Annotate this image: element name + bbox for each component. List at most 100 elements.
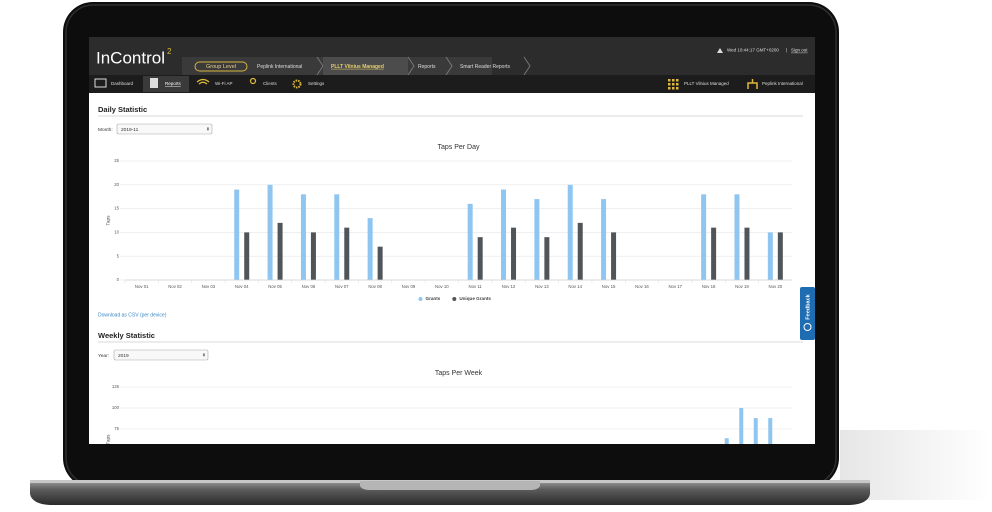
breadcrumb[interactable]: Smart Reader Reports (460, 64, 511, 70)
bar (601, 199, 607, 280)
org-icon (747, 79, 758, 89)
y-tick-label: 125 (112, 384, 120, 389)
charts: Taps Per Day Taps 0 5 10 15 20 25 Nov 01 Nov 02 No… (105, 144, 792, 444)
screen: InControl 2 Group Level Peplink Internat… (89, 37, 815, 444)
filter-label: Year: (98, 353, 109, 359)
bar (767, 232, 773, 280)
x-tick-label: Nov 01 (135, 284, 149, 289)
bar (567, 184, 573, 280)
feedback-label[interactable]: Feedback (805, 293, 811, 319)
logo-sup: 2 (167, 47, 172, 56)
legend-label: Unique Grants (459, 296, 491, 301)
bell-icon (717, 48, 723, 53)
bar (534, 199, 540, 280)
settings-icon (292, 79, 302, 89)
nav-item[interactable]: Dashboard (111, 81, 134, 86)
base (30, 481, 870, 505)
x-tick-label: Nov 05 (268, 284, 282, 289)
nav-org[interactable]: Peplink International (762, 81, 803, 86)
y-tick-label: 5 (117, 253, 120, 258)
nav-item[interactable]: Wi-Fi AP (215, 81, 233, 86)
bar (768, 418, 773, 444)
bar (701, 194, 707, 280)
y-tick-label: 20 (114, 182, 119, 187)
chart: Taps Per Day Taps 0 5 10 15 20 25 Nov 01 Nov 02 No… (105, 144, 792, 301)
clock: Wed 10:44:17 GMT+0200 (727, 48, 779, 53)
x-tick-label: Nov 16 (635, 284, 649, 289)
bar (777, 232, 783, 280)
x-tick-label: Nov 19 (735, 284, 749, 289)
bar (367, 218, 373, 280)
chart-title: Taps Per Day (437, 144, 480, 151)
nav-item[interactable]: Settings (308, 81, 325, 86)
select-arrow: ⬍ (206, 127, 210, 132)
breadcrumb[interactable]: PLLT Vilnius Managed (331, 64, 384, 70)
bar (739, 408, 744, 444)
select-value[interactable]: 2019-11 (121, 127, 139, 133)
bar (277, 222, 283, 280)
bar (611, 232, 617, 280)
nav-item[interactable]: Reports (165, 81, 182, 86)
logo: InControl (96, 48, 165, 67)
group-pill[interactable] (194, 61, 248, 72)
bar (724, 438, 729, 444)
chevron (407, 56, 415, 76)
bar (244, 232, 250, 280)
filter-label: Month: (98, 127, 113, 133)
legend-marker (418, 297, 423, 301)
bar (267, 184, 273, 280)
bar (377, 246, 383, 280)
reports-icon (150, 78, 158, 88)
x-tick-label: Nov 04 (235, 284, 249, 289)
wifi-icon (196, 78, 210, 85)
bar (310, 232, 316, 280)
breadcrumb[interactable]: Group Level (206, 64, 236, 70)
x-tick-label: Nov 15 (602, 284, 616, 289)
nav-org[interactable]: PLLT Vilnius Managed (684, 81, 729, 86)
bar (753, 418, 758, 444)
x-tick-label: Nov 17 (668, 284, 682, 289)
breadcrumb[interactable]: Peplink International (257, 64, 302, 70)
y-tick-label: 10 (114, 230, 119, 235)
nav-item[interactable]: Clients (263, 81, 278, 86)
bar (511, 227, 517, 280)
legend-label: Grants (426, 296, 441, 301)
feedback-icon (803, 323, 812, 331)
select-value[interactable]: 2019 (118, 353, 129, 359)
x-tick-label: Nov 10 (435, 284, 449, 289)
nav-bar (89, 75, 815, 93)
x-tick-label: Nov 08 (368, 284, 382, 289)
notch (360, 481, 540, 490)
breadcrumb-active-bg (323, 57, 408, 75)
chart: Taps Per WeekTaps0255075100125 (105, 370, 792, 444)
x-tick-label: Nov 14 (568, 284, 582, 289)
section-heading: Daily Statistic (98, 105, 147, 114)
download-link[interactable]: Download as CSV (per device) (98, 312, 167, 318)
select-arrow: ⬍ (202, 353, 206, 358)
y-tick-label: 100 (112, 405, 120, 410)
x-tick-label: Nov 03 (202, 284, 216, 289)
bar (501, 189, 507, 280)
bar (477, 237, 483, 280)
x-tick-label: Nov 20 (769, 284, 783, 289)
month-select[interactable] (116, 123, 213, 135)
year-select[interactable] (113, 349, 209, 361)
x-tick-label: Nov 18 (702, 284, 716, 289)
clients-icon (249, 77, 257, 85)
section-heading: Weekly Statistic (98, 331, 155, 340)
bar (577, 222, 583, 280)
x-tick-label: Nov 11 (469, 284, 483, 289)
screen-bg (89, 37, 815, 444)
x-tick-label: Nov 06 (302, 284, 316, 289)
bar (544, 237, 550, 280)
y-tick-label: 75 (114, 426, 119, 431)
x-tick-label: Nov 02 (168, 284, 182, 289)
sign-out[interactable]: Sign out (791, 48, 808, 53)
separator: | (786, 48, 787, 53)
dashboard-icon (94, 78, 107, 88)
breadcrumb[interactable]: Reports (418, 64, 436, 70)
bar (334, 194, 340, 280)
